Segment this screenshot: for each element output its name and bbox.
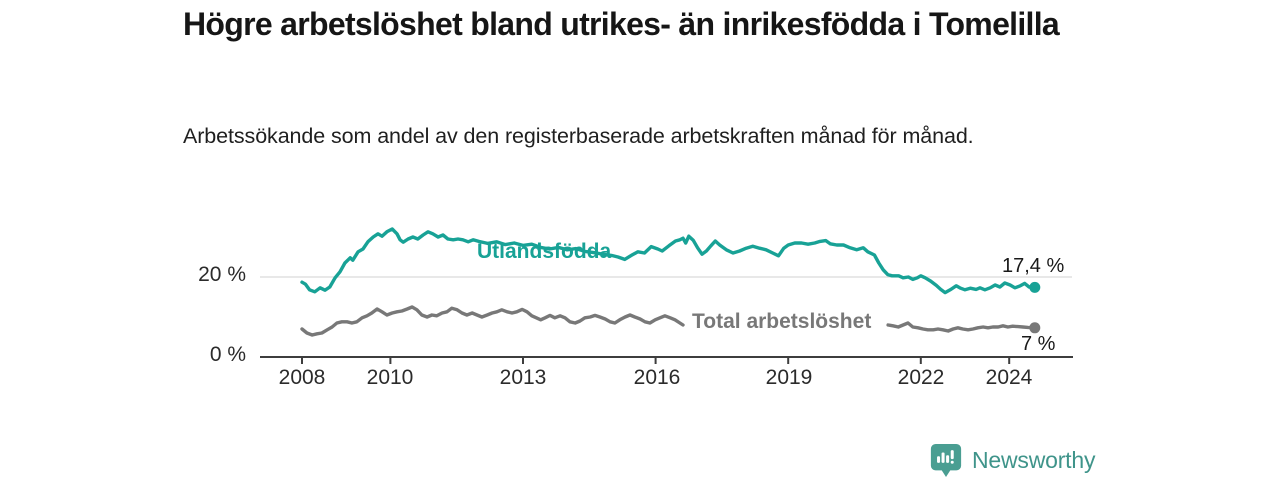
series-label-total-arbetsloshet: Total arbetslöshet xyxy=(692,310,872,333)
series-line-total xyxy=(300,305,685,337)
end-value-utlandsfodda: 17,4 % xyxy=(1002,255,1065,277)
x-axis-label-2022: 2022 xyxy=(897,366,945,389)
series-label-utlandsfodda: Utlandsfödda xyxy=(477,240,612,263)
brand-footer: Newsworthy xyxy=(929,441,1095,479)
y-axis-label-20: 20 % xyxy=(198,263,246,286)
x-axis-label-2010: 2010 xyxy=(366,366,414,389)
y-axis-label-0: 0 % xyxy=(209,343,246,366)
series-line-total xyxy=(886,321,1037,333)
page-subtitle: Arbetssökande som andel av den registerb… xyxy=(183,124,974,148)
series-end-dot-utlandsfodda xyxy=(1029,281,1041,293)
end-value-total: 7 % xyxy=(1021,333,1056,355)
brand-name: Newsworthy xyxy=(972,446,1096,473)
x-axis-label-2008: 2008 xyxy=(278,366,326,389)
x-axis-label-2013: 2013 xyxy=(499,366,547,389)
newsworthy-logo-icon xyxy=(930,443,962,477)
x-axis-label-2019: 2019 xyxy=(765,366,813,389)
series-end-dot-total xyxy=(1029,322,1041,334)
page-title: Högre arbetslöshet bland utrikes- än inr… xyxy=(183,6,1060,42)
x-axis-label-2016: 2016 xyxy=(633,366,681,389)
series-line-utlandsfodda xyxy=(300,227,1037,295)
x-axis-label-2024: 2024 xyxy=(985,366,1033,389)
